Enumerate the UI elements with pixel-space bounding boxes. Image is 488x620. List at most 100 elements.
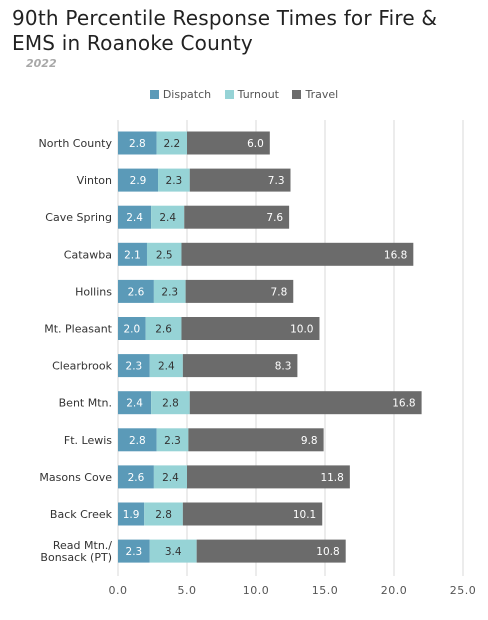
category-label-vinton: Vinton: [77, 174, 112, 187]
data-label-turnout-catawba: 2.5: [156, 249, 173, 261]
data-label-turnout-mt-pleasant: 2.6: [155, 324, 172, 336]
bar-travel-north-county: [187, 131, 270, 155]
data-label-turnout-clearbrook: 2.4: [158, 361, 175, 373]
x-tick-label: 0.0: [109, 584, 128, 597]
legend-item-travel: Travel: [292, 88, 338, 101]
data-label-travel-read-mtn-bonsack-pt: 10.8: [316, 546, 339, 558]
data-label-dispatch-hollins: 2.6: [128, 286, 145, 298]
legend-item-turnout: Turnout: [224, 88, 279, 101]
data-label-turnout-ft-lewis: 2.3: [164, 435, 181, 447]
data-label-travel-north-county: 6.0: [247, 138, 264, 150]
data-label-dispatch-vinton: 2.9: [130, 175, 147, 187]
data-label-dispatch-back-creek: 1.9: [123, 509, 140, 521]
data-label-travel-back-creek: 10.1: [293, 509, 316, 521]
data-label-travel-catawba: 16.8: [384, 249, 407, 261]
bar-travel-ft-lewis: [188, 428, 324, 452]
category-label-catawba: Catawba: [64, 248, 112, 261]
data-label-turnout-masons-cove: 2.4: [162, 472, 179, 484]
bar-dispatch-mt-pleasant: [118, 317, 146, 340]
x-tick-label: 15.0: [312, 584, 339, 597]
bar-travel-back-creek: [182, 502, 323, 526]
legend-label-dispatch: Dispatch: [162, 88, 212, 101]
data-label-dispatch-mt-pleasant: 2.0: [123, 324, 140, 336]
bar-turnout-mt-pleasant: [145, 317, 182, 340]
data-label-dispatch-read-mtn-bonsack-pt: 2.3: [126, 546, 143, 558]
bar-turnout-read-mtn-bonsack-pt: [149, 539, 197, 563]
bar-dispatch-north-county: [118, 131, 157, 155]
legend-label-travel: Travel: [305, 88, 339, 101]
bar-turnout-bent-mtn: [151, 391, 190, 415]
bar-turnout-ft-lewis: [156, 428, 189, 452]
data-label-dispatch-cave-spring: 2.4: [126, 212, 143, 224]
bar-turnout-hollins: [153, 279, 186, 303]
chart-legend: Dispatch Turnout Travel: [0, 88, 488, 101]
data-label-travel-cave-spring: 7.6: [266, 212, 283, 224]
legend-swatch-dispatch: [149, 90, 159, 99]
bar-travel-cave-spring: [184, 205, 290, 229]
data-label-travel-masons-cove: 11.8: [320, 472, 343, 484]
data-label-travel-clearbrook: 8.3: [275, 361, 292, 373]
data-label-travel-hollins: 7.8: [271, 286, 288, 298]
data-label-turnout-north-county: 2.2: [163, 138, 180, 150]
bar-dispatch-cave-spring: [118, 205, 152, 229]
data-label-dispatch-north-county: 2.8: [129, 138, 146, 150]
data-label-travel-ft-lewis: 9.8: [301, 435, 318, 447]
x-tick-label: 10.0: [243, 584, 270, 597]
bar-dispatch-masons-cove: [118, 465, 154, 489]
bar-travel-clearbrook: [182, 354, 298, 378]
bar-dispatch-clearbrook: [118, 354, 150, 378]
category-label-clearbrook: Clearbrook: [52, 360, 112, 373]
bar-travel-masons-cove: [187, 465, 350, 489]
bar-turnout-catawba: [146, 242, 182, 266]
legend-item-dispatch: Dispatch: [149, 88, 212, 101]
data-label-turnout-cave-spring: 2.4: [159, 212, 176, 224]
bar-travel-bent-mtn: [189, 391, 422, 415]
bar-dispatch-back-creek: [118, 502, 145, 526]
bar-dispatch-catawba: [118, 242, 147, 266]
data-label-turnout-hollins: 2.3: [161, 286, 178, 298]
bar-dispatch-bent-mtn: [118, 391, 152, 415]
data-label-travel-bent-mtn: 16.8: [392, 398, 415, 410]
bar-turnout-masons-cove: [153, 465, 187, 489]
data-label-turnout-bent-mtn: 2.8: [162, 398, 179, 410]
bar-travel-vinton: [189, 168, 291, 192]
bar-turnout-cave-spring: [151, 205, 185, 229]
legend-swatch-travel: [292, 90, 302, 99]
chart-title: 90th Percentile Response Times for Fire …: [12, 6, 438, 55]
category-label-masons-cove: Masons Cove: [39, 471, 112, 484]
data-label-travel-mt-pleasant: 10.0: [290, 324, 313, 336]
category-label-bent-mtn: Bent Mtn.: [59, 397, 112, 410]
bar-turnout-vinton: [158, 168, 190, 192]
bar-travel-catawba: [181, 242, 414, 266]
legend-swatch-turnout: [224, 90, 234, 99]
data-label-turnout-read-mtn-bonsack-pt: 3.4: [165, 546, 182, 558]
chart-subtitle: 2022: [26, 57, 57, 70]
bar-dispatch-ft-lewis: [118, 428, 157, 452]
category-label-read-mtn-bonsack-pt: Bonsack (PT): [40, 551, 112, 564]
bar-travel-hollins: [185, 279, 294, 303]
data-label-dispatch-ft-lewis: 2.8: [129, 435, 146, 447]
bar-turnout-north-county: [156, 131, 187, 155]
bar-dispatch-vinton: [118, 168, 159, 192]
data-label-turnout-back-creek: 2.8: [155, 509, 172, 521]
x-tick-label: 25.0: [450, 584, 477, 597]
bar-turnout-clearbrook: [149, 354, 183, 378]
category-label-ft-lewis: Ft. Lewis: [64, 434, 112, 447]
category-label-cave-spring: Cave Spring: [45, 211, 112, 224]
data-label-turnout-vinton: 2.3: [166, 175, 183, 187]
data-label-dispatch-bent-mtn: 2.4: [126, 398, 143, 410]
category-label-hollins: Hollins: [75, 285, 112, 298]
data-label-dispatch-catawba: 2.1: [124, 249, 141, 261]
data-label-dispatch-clearbrook: 2.3: [126, 361, 143, 373]
bar-dispatch-read-mtn-bonsack-pt: [118, 539, 150, 563]
bar-dispatch-hollins: [118, 279, 154, 303]
bar-travel-read-mtn-bonsack-pt: [196, 539, 346, 563]
data-label-travel-vinton: 7.3: [268, 175, 285, 187]
x-tick-label: 20.0: [381, 584, 408, 597]
category-label-mt-pleasant: Mt. Pleasant: [44, 323, 112, 336]
data-label-dispatch-masons-cove: 2.6: [128, 472, 145, 484]
legend-label-turnout: Turnout: [237, 88, 279, 101]
bar-turnout-back-creek: [144, 502, 183, 526]
category-label-back-creek: Back Creek: [50, 508, 113, 521]
